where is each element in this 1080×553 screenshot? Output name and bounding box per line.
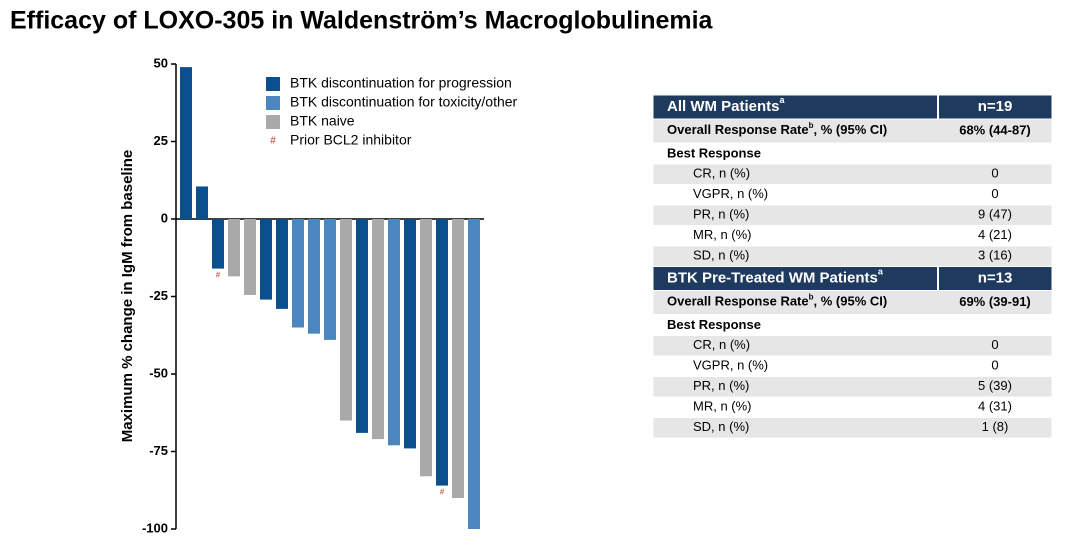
- legend-label: BTK naive: [290, 113, 355, 129]
- row-value: 0: [991, 186, 998, 201]
- header-sup: a: [780, 95, 786, 105]
- row-label: SD, n (%): [693, 419, 749, 434]
- y-tick-label: -75: [149, 443, 168, 458]
- y-tick-label: 50: [154, 55, 168, 70]
- orr-rest: , % (95% CI): [814, 294, 888, 309]
- orr-value: 69% (39-91): [959, 294, 1031, 309]
- table-row: [652, 94, 1053, 120]
- row-label: SD, n (%): [693, 248, 749, 263]
- row-value: 4 (31): [978, 399, 1012, 414]
- section-header: BTK Pre-Treated WM Patientsa: [667, 267, 884, 287]
- row-value: 0: [991, 358, 998, 373]
- legend-label: Prior BCL2 inhibitor: [290, 132, 412, 148]
- orr-sup: b: [809, 293, 814, 302]
- bar: [212, 219, 224, 269]
- y-tick-label: -50: [149, 365, 168, 380]
- y-tick-label: -100: [142, 520, 168, 535]
- orr-main: Overall Response Rate: [667, 122, 809, 137]
- orr-sup: b: [809, 121, 814, 130]
- bar: [196, 186, 208, 219]
- header-label: BTK Pre-Treated WM Patients: [667, 269, 878, 286]
- row-value: 1 (8): [982, 419, 1009, 434]
- legend-marker: #: [270, 136, 276, 147]
- row-value: 5 (39): [978, 378, 1012, 393]
- section-header: All WM Patientsa: [667, 95, 786, 115]
- row-value: 9 (47): [978, 207, 1012, 222]
- y-axis-label: Maximum % change in IgM from baseline: [119, 150, 136, 443]
- bar: [468, 219, 480, 529]
- bar: [228, 219, 240, 277]
- bar: [388, 219, 400, 446]
- row-label: VGPR, n (%): [693, 358, 768, 373]
- bar: [244, 219, 256, 295]
- bar: [372, 219, 384, 440]
- bar: [404, 219, 416, 449]
- row-label: PR, n (%): [693, 207, 749, 222]
- row-label: PR, n (%): [693, 378, 749, 393]
- bar: [292, 219, 304, 328]
- legend-swatch: [266, 115, 280, 129]
- bar: [324, 219, 336, 340]
- bcl2-marker: #: [440, 488, 445, 497]
- table-row: [652, 118, 1053, 144]
- bar: [276, 219, 288, 309]
- header-n: n=13: [978, 269, 1013, 286]
- orr-rest: , % (95% CI): [814, 122, 888, 137]
- bar: [356, 219, 368, 433]
- bar: [340, 219, 352, 421]
- table-row: [652, 266, 1053, 291]
- legend-label: BTK discontinuation for progression: [290, 75, 512, 91]
- legend-swatch: [266, 77, 280, 91]
- bar: [180, 67, 192, 219]
- best-response: Best Response: [667, 317, 761, 332]
- legend-label: BTK discontinuation for toxicity/other: [290, 94, 518, 110]
- table-row: [652, 417, 1053, 439]
- legend-swatch: [266, 96, 280, 110]
- row-value: 4 (21): [978, 227, 1012, 242]
- row-value: 0: [991, 166, 998, 181]
- row-value: 3 (16): [978, 248, 1012, 263]
- bar: [260, 219, 272, 300]
- header-label: All WM Patients: [667, 98, 780, 115]
- orr-label: Overall Response Rateb, % (95% CI): [667, 293, 887, 309]
- bar: [452, 219, 464, 498]
- orr-label: Overall Response Rateb, % (95% CI): [667, 121, 887, 137]
- orr-value: 68% (44-87): [959, 122, 1031, 137]
- row-label: CR, n (%): [693, 166, 750, 181]
- slide-title: Efficacy of LOXO-305 in Waldenström’s Ma…: [10, 7, 714, 35]
- row-label: MR, n (%): [693, 399, 752, 414]
- header-sup: a: [878, 267, 884, 277]
- bar: [308, 219, 320, 334]
- row-label: MR, n (%): [693, 227, 752, 242]
- y-tick-label: -25: [149, 288, 168, 303]
- row-value: 0: [991, 337, 998, 352]
- table-row: [652, 290, 1053, 315]
- orr-main: Overall Response Rate: [667, 294, 809, 309]
- bcl2-marker: #: [216, 271, 221, 280]
- row-label: VGPR, n (%): [693, 186, 768, 201]
- row-label: CR, n (%): [693, 337, 750, 352]
- bar: [436, 219, 448, 486]
- best-response: Best Response: [667, 145, 761, 160]
- y-tick-label: 0: [161, 210, 168, 225]
- header-n: n=19: [978, 98, 1013, 115]
- bar: [420, 219, 432, 477]
- y-tick-label: 25: [154, 133, 168, 148]
